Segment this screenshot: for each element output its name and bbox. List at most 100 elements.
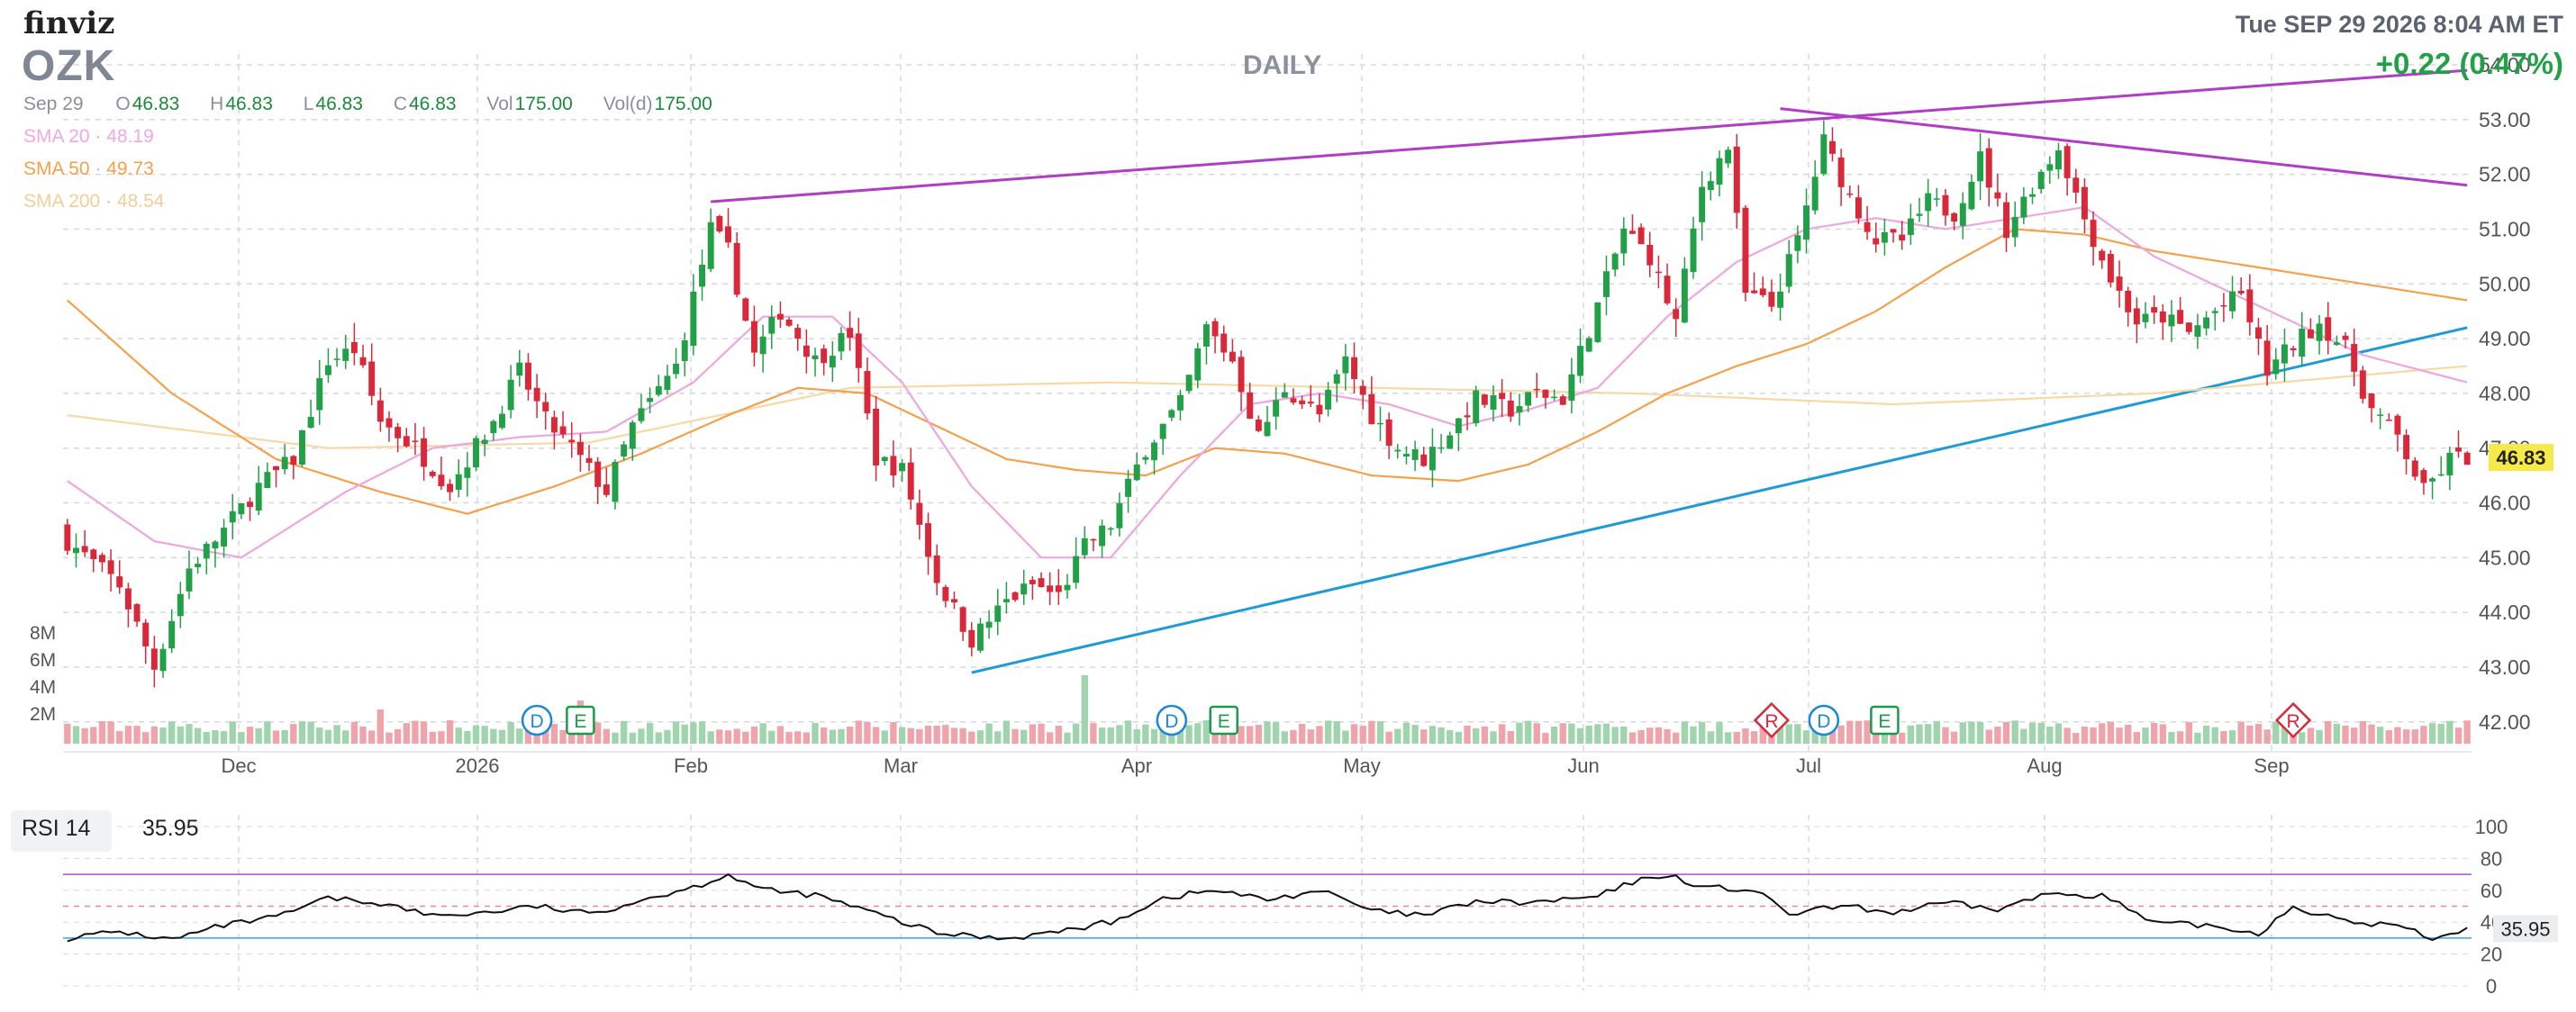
- candle-body: [2107, 254, 2114, 283]
- volume-bar: [1411, 725, 1419, 744]
- candle: [2342, 331, 2349, 349]
- candle: [785, 317, 793, 328]
- candle-body: [195, 564, 202, 568]
- candle-body: [1820, 134, 1828, 175]
- candle: [1985, 138, 1992, 207]
- y-axis-label: 50.00: [2479, 272, 2531, 295]
- candle: [1038, 572, 1045, 588]
- candle: [2133, 297, 2140, 344]
- volume-bar: [107, 721, 114, 744]
- candle: [2368, 393, 2375, 423]
- marker-label: D: [531, 711, 544, 732]
- last-price-label: 46.83: [2496, 447, 2545, 469]
- candle: [499, 405, 505, 430]
- finviz-logo[interactable]: finviz: [23, 5, 115, 41]
- volume-bar: [1072, 723, 1080, 744]
- volume-bar: [203, 731, 210, 744]
- candle-body: [1447, 435, 1454, 449]
- candle-body: [2116, 276, 2123, 291]
- candle-body: [1716, 158, 1723, 185]
- candle-body: [1603, 271, 1610, 297]
- sma20-legend[interactable]: SMA 20 · 48.19: [23, 126, 154, 147]
- candle: [376, 387, 384, 432]
- ohlc-date: Sep 29: [23, 94, 84, 114]
- candle-body: [1047, 585, 1054, 592]
- candle: [803, 329, 810, 374]
- volume-bar: [368, 730, 376, 744]
- volume-bar: [690, 722, 697, 744]
- candle-body: [750, 321, 757, 353]
- candle: [568, 422, 576, 458]
- candle: [342, 334, 349, 369]
- y-axis-label: 46.00: [2479, 492, 2531, 515]
- volume-bar: [1620, 726, 1628, 744]
- candle: [1151, 439, 1157, 475]
- volume-bar: [976, 730, 984, 744]
- volume-bar: [2046, 726, 2054, 744]
- candle-body: [342, 348, 349, 361]
- volume-bar: [1342, 730, 1349, 744]
- candle: [2446, 447, 2454, 491]
- candle: [90, 548, 97, 573]
- volume-bar: [1950, 731, 1958, 744]
- volume-bar: [516, 728, 523, 744]
- timeframe-label[interactable]: DAILY: [1243, 50, 1322, 80]
- support-trendline: [971, 326, 2468, 674]
- rsi-label-box[interactable]: [11, 810, 112, 852]
- candle-body: [107, 560, 114, 574]
- candle-body: [1394, 449, 1401, 452]
- candle-body: [1794, 235, 1801, 251]
- candle-body: [307, 416, 314, 429]
- candle: [1316, 393, 1323, 422]
- volume-bar: [1550, 727, 1558, 744]
- candle-body: [159, 648, 167, 672]
- candle-body: [1299, 400, 1306, 404]
- candle-body: [1064, 584, 1071, 591]
- candle-body: [81, 546, 88, 553]
- marker-shape: [2274, 701, 2312, 739]
- volume-bar: [1907, 725, 1915, 744]
- sma50-legend[interactable]: SMA 50 · 49.73: [23, 158, 154, 179]
- volume-bar: [768, 730, 776, 744]
- candle: [1733, 133, 1740, 230]
- candle: [733, 231, 740, 298]
- candle: [664, 365, 671, 395]
- candle: [1351, 342, 1358, 393]
- candle: [899, 458, 906, 483]
- volume-bar: [559, 729, 567, 744]
- volume-bar: [1168, 732, 1175, 744]
- candle-body: [542, 402, 549, 411]
- candle: [1159, 423, 1166, 456]
- candle-body: [838, 332, 845, 352]
- candle: [1020, 569, 1028, 605]
- candle-body: [742, 298, 749, 321]
- rating-marker: R: [2274, 701, 2312, 739]
- candle-body: [255, 483, 262, 511]
- volume-bar: [2107, 721, 2115, 744]
- y-axis-label: 51.00: [2479, 217, 2531, 240]
- candle-body: [533, 387, 540, 402]
- candlesticks[interactable]: [64, 120, 2471, 688]
- candle: [1673, 298, 1680, 338]
- candle: [1307, 384, 1314, 408]
- volume-bar: [281, 729, 288, 744]
- candle-body: [1481, 394, 1488, 405]
- candle: [2307, 318, 2314, 339]
- sma200-legend[interactable]: SMA 200 · 48.54: [23, 191, 165, 212]
- candle-body: [1977, 151, 1984, 182]
- candle-body: [1864, 221, 1871, 232]
- candle: [1464, 402, 1471, 430]
- volume-bar: [1498, 724, 1506, 744]
- candle-body: [1125, 478, 1132, 497]
- candle-body: [350, 341, 358, 354]
- volume-bar: [1673, 732, 1680, 744]
- candle: [1073, 537, 1080, 589]
- candle-body: [2177, 310, 2184, 324]
- volume-bar: [194, 727, 202, 744]
- candle-body: [1577, 346, 1583, 376]
- candle-body: [2325, 317, 2332, 341]
- candle: [2185, 322, 2192, 335]
- candle-body: [821, 348, 828, 364]
